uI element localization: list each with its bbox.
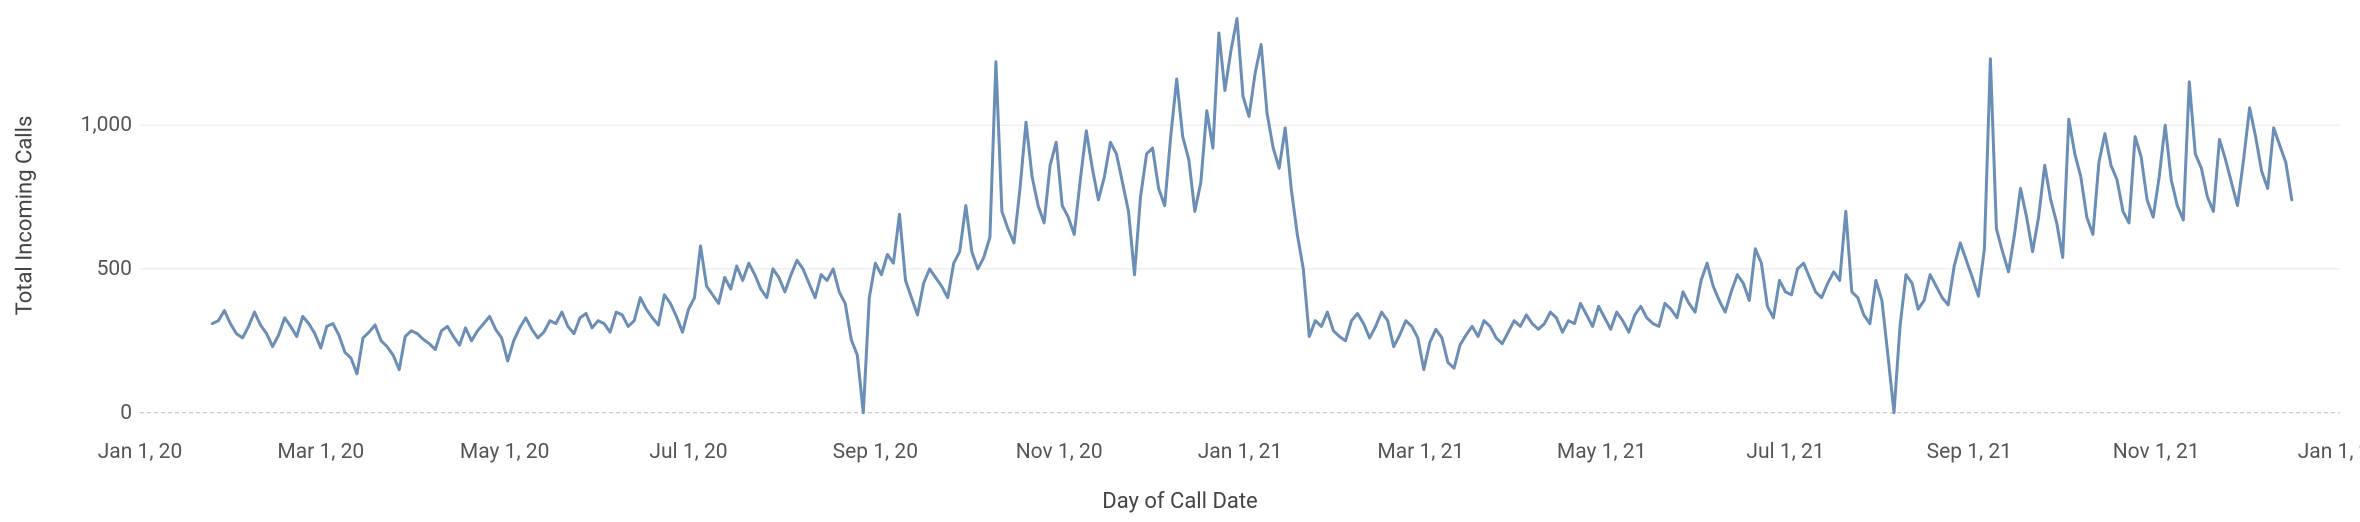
x-tick-label: Jul 1, 20 xyxy=(649,440,727,464)
x-tick-label: Mar 1, 21 xyxy=(1377,440,1464,464)
x-tick-label: May 1, 20 xyxy=(460,440,550,464)
x-tick-label: Sep 1, 21 xyxy=(1927,440,2012,464)
line-chart: Total Incoming Calls 0 500 1,000 Jan 1, 20… xyxy=(0,0,2360,522)
y-axis-title-text: Total Incoming Calls xyxy=(13,115,38,315)
x-tick-label: May 1, 21 xyxy=(1557,440,1647,464)
x-axis-title: Day of Call Date xyxy=(0,489,2360,522)
x-tick-label: Nov 1, 20 xyxy=(1016,440,1103,464)
x-tick-label: Sep 1, 20 xyxy=(833,440,918,464)
x-tick-label: Jan 1, 22 xyxy=(2298,440,2360,464)
y-tick-label: 0 xyxy=(42,401,132,425)
x-tick-label: Nov 1, 21 xyxy=(2113,440,2200,464)
x-tick-label: Jan 1, 20 xyxy=(98,440,183,464)
x-axis-title-text: Day of Call Date xyxy=(1102,489,1257,514)
y-tick-label: 1,000 xyxy=(42,113,132,137)
y-tick-label: 500 xyxy=(42,257,132,281)
plot-svg xyxy=(140,10,2340,430)
x-tick-label: Mar 1, 20 xyxy=(277,440,364,464)
x-tick-label: Jan 1, 21 xyxy=(1198,440,1283,464)
x-tick-label: Jul 1, 21 xyxy=(1746,440,1824,464)
plot-area xyxy=(140,10,2340,430)
series-line xyxy=(212,19,2292,413)
y-axis-title: Total Incoming Calls xyxy=(0,0,50,430)
